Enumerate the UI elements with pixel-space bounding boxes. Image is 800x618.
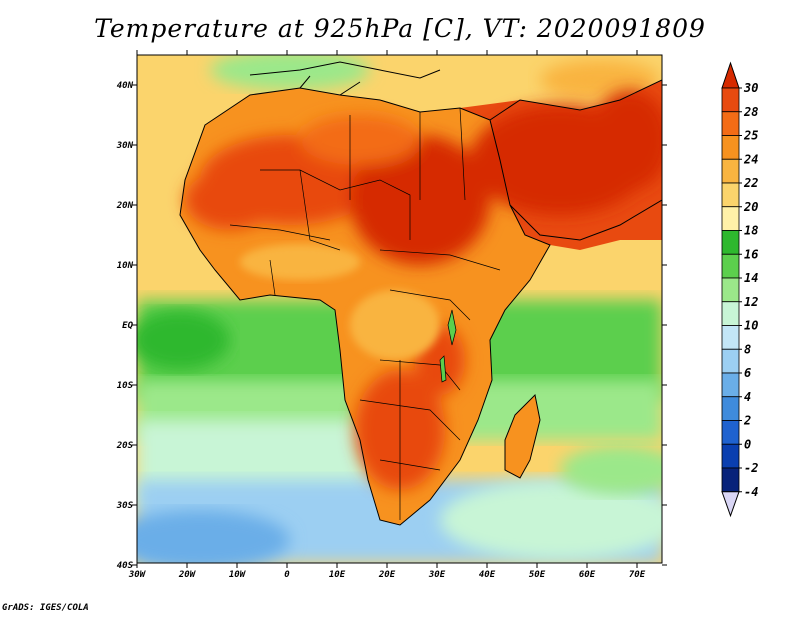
lat-tick-label: 20N (116, 201, 134, 211)
lon-tick-label: 30E (428, 570, 446, 580)
colorbar-label: 24 (743, 152, 758, 166)
colorbar-swatch (721, 396, 740, 421)
colorbar-swatch (721, 325, 740, 350)
colorbar-label: 28 (743, 105, 758, 119)
gulf-guinea-coast (240, 244, 360, 280)
colorbar-swatch (721, 348, 740, 374)
colorbar-swatch (721, 230, 740, 255)
footer-credit: GrADS: IGES/COLA (2, 603, 89, 613)
colorbar-label: 14 (744, 271, 758, 285)
green-patch-atlantic (137, 310, 230, 370)
colorbar-swatch (721, 253, 740, 279)
cold-patch-sw (137, 510, 290, 563)
cold-patch-se (440, 480, 662, 560)
iran-hot (590, 90, 662, 190)
colorbar-top-arrow (721, 61, 740, 89)
mauritania-hot (185, 170, 275, 230)
lat-tick-label: EQ (122, 321, 133, 331)
lon-tick-label: 10E (329, 570, 346, 580)
libya-warm (300, 115, 420, 165)
country-borders (229, 107, 501, 520)
colorbar-label: 8 (744, 342, 751, 356)
colorbar-label: -4 (744, 485, 758, 499)
lat-tick-label: 30S (116, 501, 134, 511)
colorbar-label: 20 (743, 200, 758, 214)
lon-tick-label: 30W (128, 570, 147, 580)
colorbar-swatch (721, 87, 740, 113)
lon-tick-label: 20E (378, 570, 396, 580)
colorbar-label: 6 (744, 366, 751, 380)
colorbar-label: 4 (744, 390, 751, 404)
lon-tick-label: 0 (284, 570, 290, 580)
colorbar-swatch (721, 420, 740, 445)
lon-tick-label: 70E (629, 570, 646, 580)
lon-tick-label: 50E (529, 570, 546, 580)
colorbar-label: 25 (743, 129, 758, 143)
colorbar-swatch (721, 443, 740, 469)
lat-tick-label: 10N (117, 261, 134, 271)
colorbar-label: 2 (743, 414, 751, 428)
lakes (439, 309, 457, 383)
lon-tick-label: 20W (178, 570, 197, 580)
colorbar-swatch (721, 182, 740, 208)
colorbar-label: 18 (744, 224, 758, 238)
lat-tick-label: 40S (117, 561, 134, 571)
colorbar-bottom-arrow (721, 491, 740, 518)
lat-tick-label: 20S (116, 441, 134, 451)
madagascar-coast (504, 393, 541, 479)
colorbar-swatch (721, 206, 740, 231)
coastline (179, 87, 551, 526)
lon-tick-label: 40E (479, 570, 496, 580)
colorbar-label: -2 (744, 461, 758, 475)
lat-tick-label: 40N (117, 81, 134, 91)
lon-tick-label: 60E (579, 570, 596, 580)
axis-ticks: 30W 20W 10W 0 10E 20E 30E 40E 50E 60E 70E 40N 30N 20N… (116, 50, 667, 580)
colorbar-swatch (721, 111, 740, 136)
congo-warm (350, 290, 440, 360)
temperature-field (137, 55, 662, 563)
madagascar-land (505, 395, 540, 478)
colorbar-swatch (721, 158, 740, 184)
lat-tick-label: 10S (117, 381, 134, 391)
colorbar-swatch (721, 277, 740, 303)
colorbar-label: 0 (744, 437, 751, 451)
map-frame (136, 54, 663, 564)
colorbar-swatch (721, 301, 740, 326)
arabia-coast (489, 79, 662, 241)
colorbar-swatch (721, 372, 740, 398)
lat-tick-label: 30N (116, 141, 134, 151)
lon-tick-label: 10W (229, 570, 247, 580)
colorbar-swatch (721, 135, 740, 160)
colorbar-label: 30 (743, 81, 758, 95)
cool-patch-east (560, 445, 662, 495)
colorbar-label: 22 (743, 176, 758, 190)
chart-title: Temperature at 925hPa [C], VT: 202009180… (94, 14, 706, 43)
colorbar-swatch (721, 467, 740, 493)
colorbar-label: 12 (744, 295, 758, 309)
mediterranean-coast (249, 61, 441, 96)
med-green (210, 55, 370, 90)
colorbar-label: 16 (744, 247, 758, 261)
colorbar-label: 10 (744, 319, 758, 333)
